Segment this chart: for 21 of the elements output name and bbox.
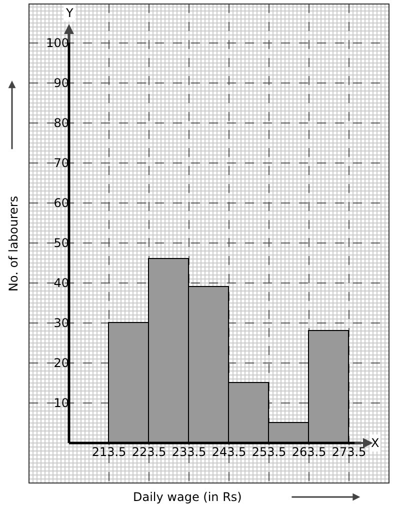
y-tick-label: 30	[54, 316, 69, 330]
y-tick-label: 80	[54, 116, 69, 130]
x-tick-label: 223.5	[132, 445, 166, 459]
y-tick-label: 90	[54, 76, 69, 90]
x-axis-title: Daily wage (in Rs)	[133, 490, 242, 504]
x-tick-label: 253.5	[252, 445, 286, 459]
x-tick-label: 233.5	[172, 445, 206, 459]
y-tick-label: 100	[46, 36, 69, 50]
y-tick-label: 20	[54, 356, 69, 370]
annotation: X	[371, 436, 380, 450]
x-tick-label: 213.5	[92, 445, 126, 459]
x-tick-label: 263.5	[292, 445, 326, 459]
x-tick-label: 243.5	[212, 445, 246, 459]
y-tick-label: 60	[54, 196, 69, 210]
y-tick-label: 10	[54, 396, 69, 410]
annotation: Y	[65, 6, 74, 20]
y-tick-label: 50	[54, 236, 69, 250]
y-tick-label: 40	[54, 276, 69, 290]
y-axis-title: No. of labourers	[6, 196, 20, 292]
x-tick-label: 273.5	[332, 445, 366, 459]
y-tick-label: 70	[54, 156, 69, 170]
